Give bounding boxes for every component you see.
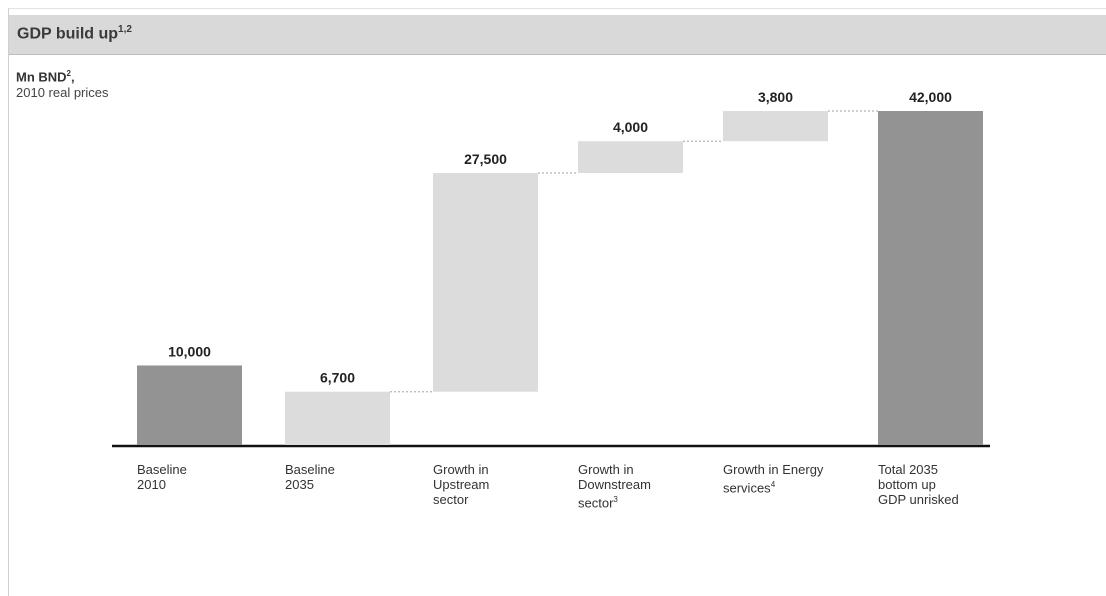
category-label-5: Growth in Energy services4: [723, 462, 824, 496]
bar-1: [137, 365, 242, 445]
category-label-2: Baseline 2035: [285, 462, 335, 492]
bar-4: [578, 141, 683, 174]
category-footnote-4: 3: [613, 495, 618, 504]
unit-footnote: 2: [66, 69, 71, 78]
data-label-4: 4,000: [613, 119, 648, 135]
data-label-6: 42,000: [909, 89, 952, 105]
data-label-5: 3,800: [758, 89, 793, 105]
data-label-3: 27,500: [464, 151, 507, 167]
category-footnote-5: 4: [770, 480, 776, 489]
unit-label: Mn BND2, 2010 real prices: [16, 69, 109, 101]
category-label-4: Growth in Downstream sector3: [578, 462, 651, 511]
category-label-3: Growth in Upstream sector: [433, 462, 490, 507]
unit-line-1: Mn BND: [16, 69, 67, 85]
bar-6: [878, 111, 983, 445]
data-label-2: 6,700: [320, 370, 355, 386]
category-label-6: Total 2035 bottom up GDP unrisked: [878, 462, 959, 507]
bar-2: [285, 391, 390, 445]
data-label-1: 10,000: [168, 343, 211, 359]
unit-line-2: 2010 real prices: [16, 85, 109, 101]
category-label-1: Baseline 2010: [137, 462, 187, 492]
chart-title-footnote: 1,2: [118, 24, 132, 35]
chart-title: GDP build up1,2: [17, 24, 132, 43]
title-bar: GDP build up1,2: [9, 15, 1106, 55]
bar-3: [433, 173, 538, 392]
bar-5: [723, 111, 828, 142]
chart-frame: [8, 8, 1106, 596]
